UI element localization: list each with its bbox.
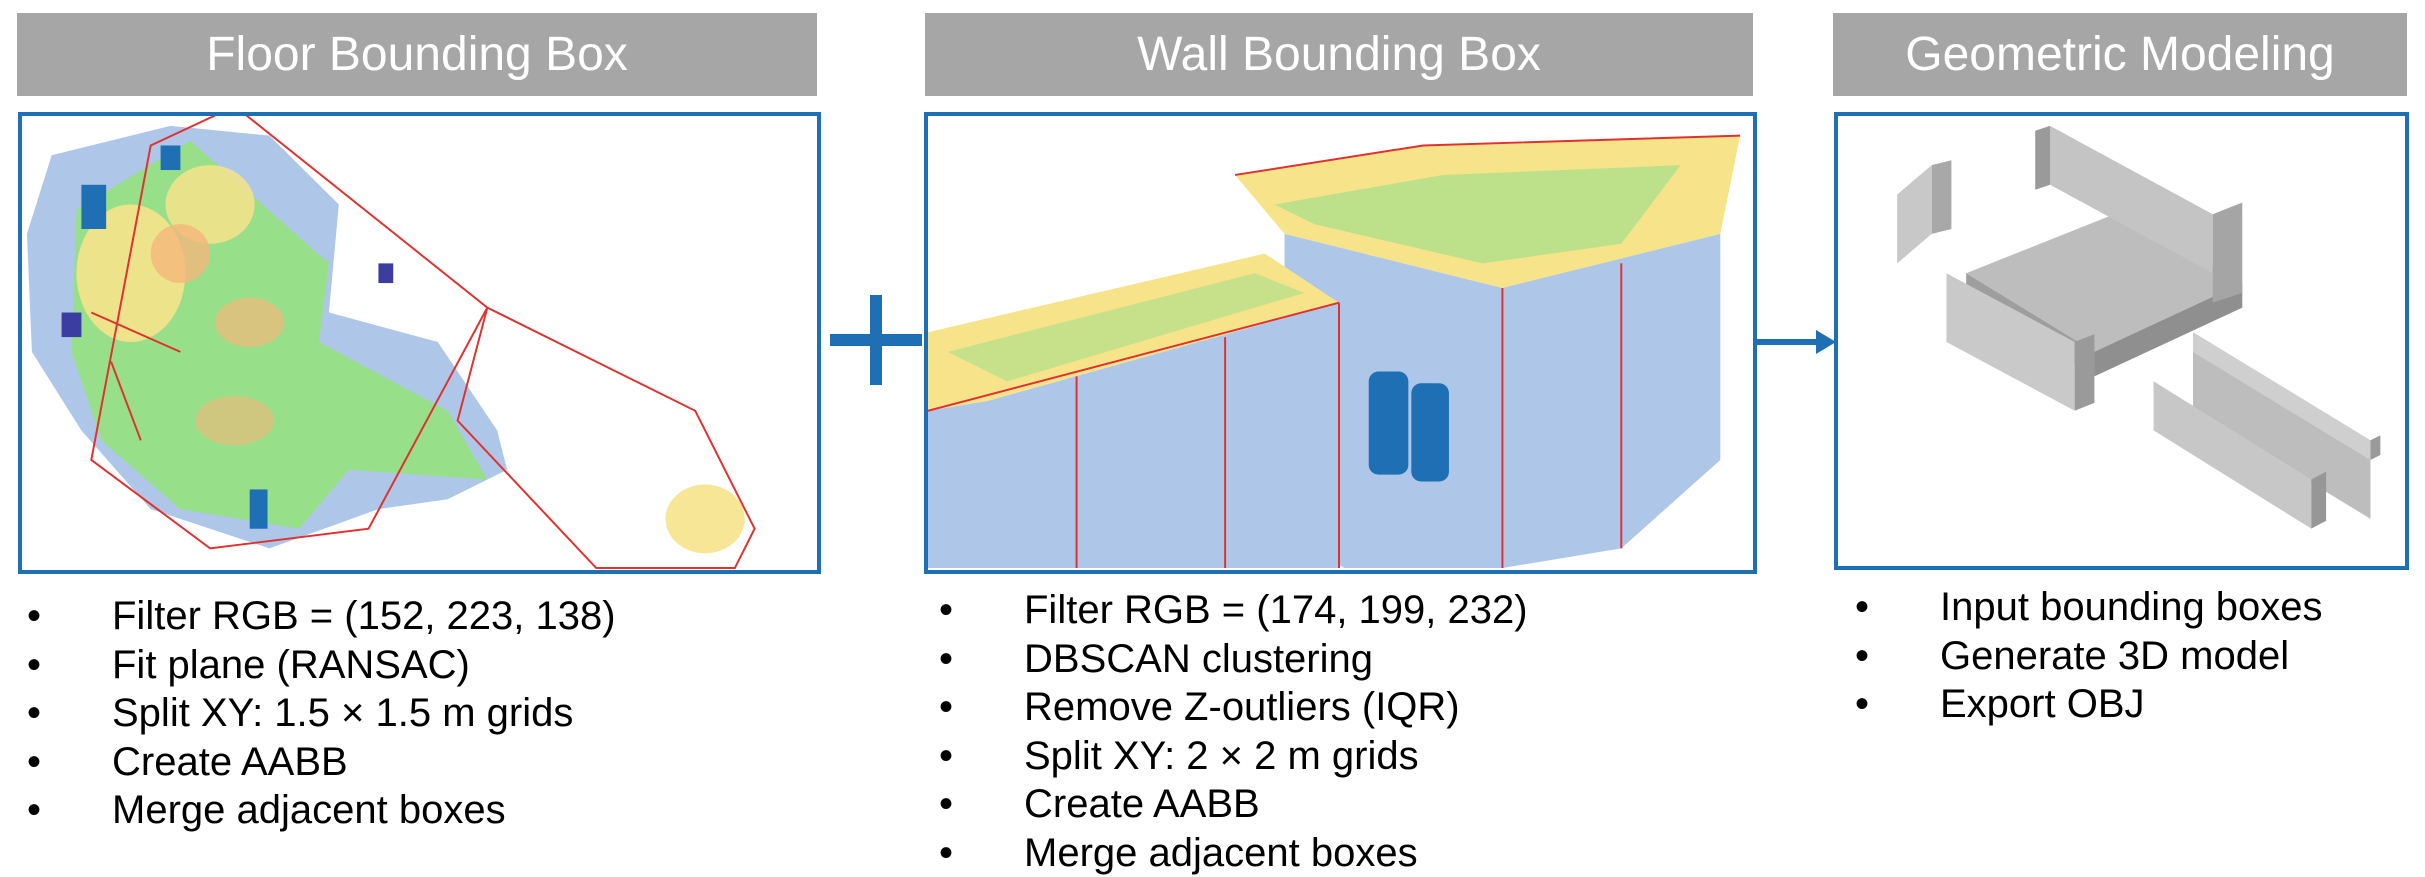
arrow-right-icon (1756, 330, 1836, 354)
list-item: • Input bounding boxes (1855, 583, 2323, 632)
bullet-dot: • (1855, 632, 1869, 681)
bullet-dot: • (27, 786, 41, 835)
list-item: • Merge adjacent boxes (939, 829, 1528, 877)
list-item: • Create AABB (939, 780, 1528, 829)
wall-header-title: Wall Bounding Box (1137, 27, 1541, 82)
list-item-text: Filter RGB = (174, 199, 232) (1024, 588, 1528, 632)
list-item: • Export OBJ (1855, 680, 2323, 729)
bullet-dot: • (1855, 583, 1869, 632)
floor-header-title: Floor Bounding Box (206, 27, 628, 82)
list-item: • Remove Z-outliers (IQR) (939, 683, 1528, 732)
bullet-dot: • (939, 829, 953, 877)
bullet-dot: • (27, 738, 41, 787)
bullet-dot: • (939, 635, 953, 684)
list-item: • Generate 3D model (1855, 632, 2323, 681)
list-item: • Create AABB (27, 738, 616, 787)
list-item-text: Filter RGB = (152, 223, 138) (112, 594, 616, 638)
list-item: • Merge adjacent boxes (27, 786, 616, 835)
geometric-model-panel (1834, 112, 2409, 570)
list-item: • Fit plane (RANSAC) (27, 641, 616, 690)
floor-header: Floor Bounding Box (17, 13, 817, 96)
bullet-dot: • (939, 780, 953, 829)
list-item-text: Merge adjacent boxes (1024, 831, 1418, 875)
list-item-text: Merge adjacent boxes (112, 788, 506, 832)
bullet-dot: • (27, 641, 41, 690)
bullet-dot: • (1855, 680, 1869, 729)
list-item-text: Input bounding boxes (1940, 585, 2323, 629)
list-item-text: Generate 3D model (1940, 634, 2289, 678)
bullet-dot: • (939, 586, 953, 635)
wall-point-cloud-panel (924, 112, 1757, 574)
list-item: • DBSCAN clustering (939, 635, 1528, 684)
list-item: • Filter RGB = (152, 223, 138) (27, 592, 616, 641)
bullet-dot: • (939, 732, 953, 781)
model-header-title: Geometric Modeling (1905, 27, 2335, 82)
plus-icon (830, 295, 922, 385)
wall-steps-list: • Filter RGB = (174, 199, 232) • DBSCAN cl… (939, 586, 1528, 877)
list-item-text: Split XY: 1.5 × 1.5 m grids (112, 691, 573, 735)
list-item: • Split XY: 2 × 2 m grids (939, 732, 1528, 781)
list-item-text: DBSCAN clustering (1024, 637, 1373, 681)
bullet-dot: • (27, 689, 41, 738)
bullet-dot: • (27, 592, 41, 641)
model-steps-list: • Input bounding boxes • Generate 3D model… (1855, 583, 2323, 729)
list-item-text: Split XY: 2 × 2 m grids (1024, 734, 1419, 778)
geometric-model-image (1838, 116, 2405, 566)
list-item: • Filter RGB = (174, 199, 232) (939, 586, 1528, 635)
list-item-text: Create AABB (112, 740, 348, 784)
list-item-text: Fit plane (RANSAC) (112, 643, 470, 687)
floor-point-cloud-image (22, 116, 817, 570)
floor-point-cloud-panel (18, 112, 821, 574)
model-header: Geometric Modeling (1833, 13, 2407, 96)
wall-point-cloud-image (928, 116, 1753, 570)
list-item-text: Remove Z-outliers (IQR) (1024, 685, 1460, 729)
list-item-text: Create AABB (1024, 782, 1260, 826)
list-item: • Split XY: 1.5 × 1.5 m grids (27, 689, 616, 738)
bullet-dot: • (939, 683, 953, 732)
floor-steps-list: • Filter RGB = (152, 223, 138) • Fit plane… (27, 592, 616, 835)
wall-header: Wall Bounding Box (925, 13, 1753, 96)
list-item-text: Export OBJ (1940, 682, 2145, 726)
